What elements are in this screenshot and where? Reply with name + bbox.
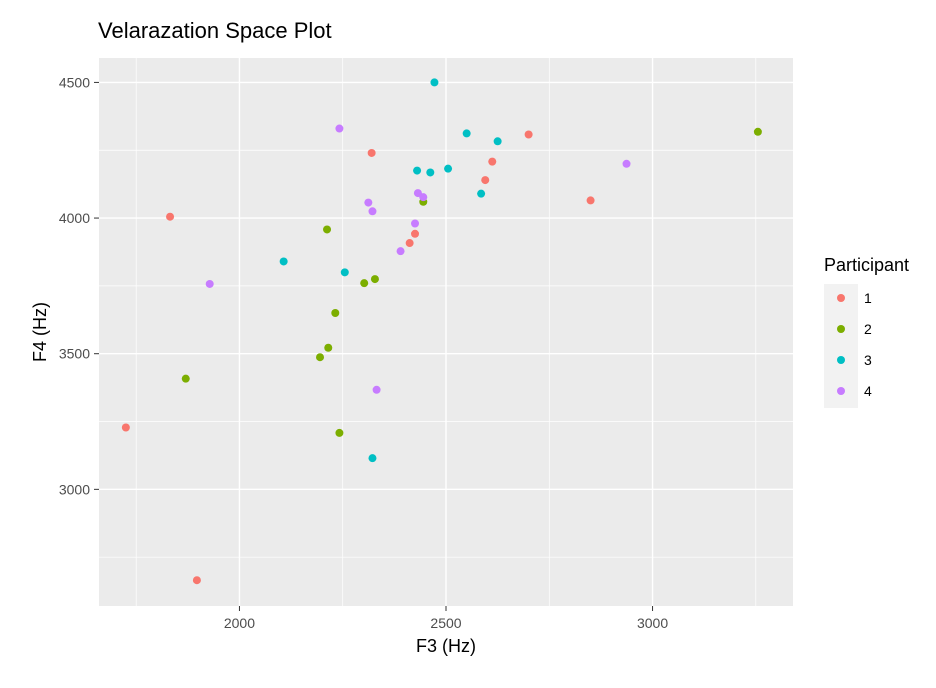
data-point-participant-4 [622, 159, 631, 168]
y-axis-ticks: 3000 3500 4000 4500 [59, 74, 99, 497]
data-point-participant-3 [340, 268, 349, 277]
x-tick-label: 2500 [430, 615, 461, 631]
y-axis-title: F4 (Hz) [30, 302, 50, 362]
data-point-participant-2 [181, 374, 190, 383]
data-point-participant-1 [488, 157, 497, 166]
y-tick-label: 4000 [59, 210, 90, 226]
data-point-participant-3 [477, 189, 486, 198]
data-point-participant-2 [323, 225, 332, 234]
data-point-participant-1 [481, 176, 490, 185]
data-point-participant-2 [316, 353, 325, 362]
data-point-participant-2 [753, 127, 762, 136]
data-point-participant-3 [430, 78, 439, 87]
data-point-participant-3 [368, 454, 377, 463]
data-point-participant-3 [462, 129, 471, 138]
legend-label-2: 2 [864, 321, 872, 337]
data-point-participant-2 [324, 343, 333, 352]
data-point-participant-2 [335, 428, 344, 437]
data-point-participant-2 [331, 309, 340, 318]
data-point-participant-4 [335, 124, 344, 133]
legend-label-4: 4 [864, 383, 872, 399]
legend-key-3 [837, 356, 845, 364]
data-point-participant-4 [364, 198, 373, 207]
data-point-participant-4 [396, 247, 405, 256]
data-point-participant-3 [493, 137, 502, 146]
data-point-participant-1 [524, 130, 533, 139]
chart-title: Velarazation Space Plot [98, 18, 332, 43]
y-tick-label: 4500 [59, 74, 90, 90]
x-axis-title: F3 (Hz) [416, 636, 476, 656]
legend-key-2 [837, 325, 845, 333]
data-point-participant-3 [426, 168, 435, 177]
legend-key-1 [837, 294, 845, 302]
x-tick-label: 3000 [637, 615, 668, 631]
data-point-participant-4 [419, 193, 428, 202]
y-tick-label: 3000 [59, 481, 90, 497]
legend-key-4 [837, 387, 845, 395]
data-point-participant-3 [444, 164, 453, 173]
legend: Participant 1 2 3 4 [824, 255, 909, 408]
data-point-participant-1 [367, 148, 376, 157]
data-point-participant-3 [279, 257, 288, 266]
x-tick-label: 2000 [224, 615, 255, 631]
legend-title: Participant [824, 255, 909, 275]
major-grid [99, 58, 793, 606]
legend-label-3: 3 [864, 352, 872, 368]
data-point-participant-1 [121, 423, 130, 432]
data-point-participant-1 [586, 196, 595, 205]
data-point-participant-1 [405, 239, 414, 248]
data-point-participant-3 [413, 166, 422, 175]
x-axis-ticks: 2000 2500 3000 [224, 606, 668, 631]
data-point-participant-1 [166, 212, 175, 221]
data-point-participant-4 [411, 219, 420, 228]
legend-label-1: 1 [864, 290, 872, 306]
data-point-participant-1 [192, 576, 201, 585]
y-tick-label: 3500 [59, 346, 90, 362]
data-point-participant-2 [360, 279, 369, 288]
data-point-participant-2 [370, 275, 379, 284]
data-points [121, 78, 762, 585]
data-point-participant-4 [368, 207, 377, 216]
data-point-participant-4 [372, 385, 381, 394]
data-point-participant-4 [205, 279, 214, 288]
legend-items: 1 2 3 4 [837, 290, 872, 399]
data-point-participant-1 [411, 229, 420, 238]
